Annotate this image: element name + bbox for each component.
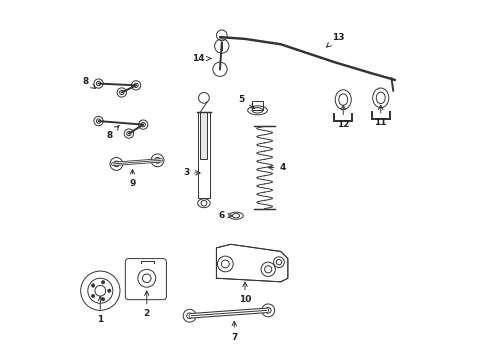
Text: 7: 7 [231, 321, 238, 342]
Text: 13: 13 [326, 33, 344, 47]
Circle shape [107, 289, 111, 293]
Text: 1: 1 [97, 296, 103, 324]
Bar [252, 102, 263, 111]
Text: 11: 11 [374, 105, 387, 127]
Text: 2: 2 [144, 291, 150, 319]
Text: 3: 3 [183, 168, 200, 177]
Circle shape [91, 284, 95, 287]
Text: 4: 4 [269, 163, 286, 172]
Circle shape [101, 297, 105, 301]
Text: 14: 14 [192, 54, 211, 63]
Polygon shape [217, 244, 288, 282]
Circle shape [91, 294, 95, 298]
Text: 12: 12 [337, 105, 349, 129]
Text: 5: 5 [238, 95, 254, 108]
Bar [198, 112, 210, 198]
Text: 9: 9 [129, 170, 136, 188]
Text: 8: 8 [83, 77, 96, 89]
Text: 10: 10 [239, 282, 251, 304]
Text: 8: 8 [106, 126, 119, 140]
Circle shape [101, 280, 105, 284]
Bar [200, 112, 207, 158]
Text: 6: 6 [219, 211, 232, 220]
